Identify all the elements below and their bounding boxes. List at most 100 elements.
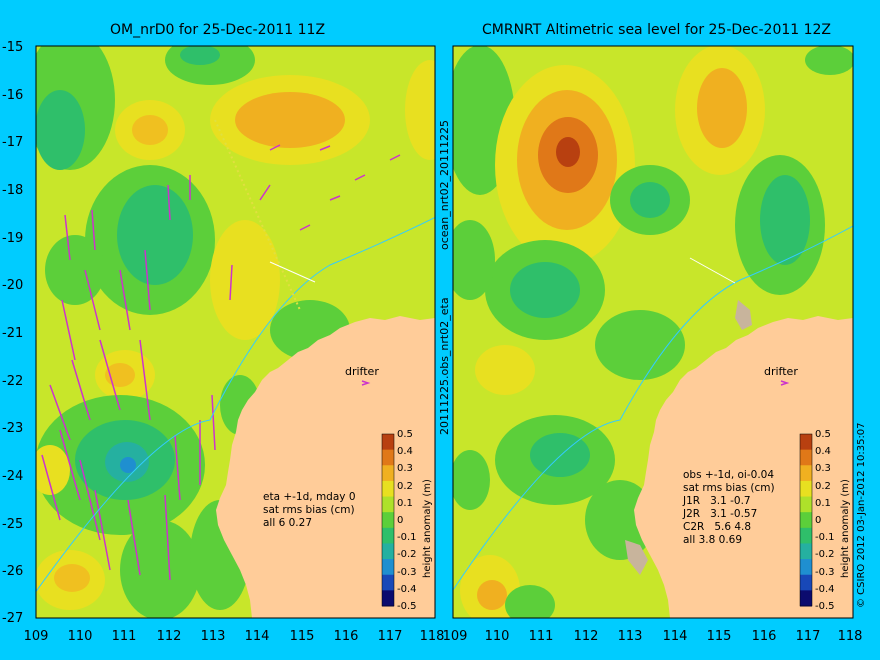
colorbar-swatch [800,434,812,451]
colorbar-swatch [382,527,394,544]
right-map [453,46,853,618]
cb-tick: 0.3 [815,463,831,474]
lon-tick: 110 [485,629,510,644]
left-lat-axis: -15 -16 -17 -18 -19 -20 -21 -22 -23 -24 … [2,40,23,626]
right-colorbar: 0.5 0.4 0.3 0.2 0.1 0 -0.1 -0.2 -0.3 -0.… [799,429,851,612]
right-land [634,316,853,618]
lat-tick: -19 [2,231,23,246]
colorbar-swatch [800,449,812,466]
left-lon-axis: 109 110 111 112 113 114 115 116 117 118 [24,629,445,644]
right-panel-title: CMRNRT Altimetric sea level for 25-Dec-2… [482,22,832,38]
lon-tick: 110 [68,629,93,644]
cb-tick: 0.1 [815,498,831,509]
lon-tick: 113 [201,629,226,644]
right-lon-axis: 109 110 111 112 113 114 115 116 117 118 [443,629,863,644]
colorbar-swatch [800,496,812,513]
lon-tick: 118 [838,629,863,644]
drifter-label-left: drifter [345,365,379,386]
colorbar-swatch [800,543,812,560]
left-map [36,46,435,618]
cb-tick: -0.3 [397,567,417,578]
lat-tick: -22 [2,374,23,389]
colorbar-swatch [382,434,394,451]
right-anomaly-field [453,46,853,618]
cb-tick: 0.4 [815,446,831,457]
svg-text:drifter: drifter [345,365,379,378]
cb-tick: 0.4 [397,446,413,457]
cb-tick: -0.3 [815,567,835,578]
cb-tick: 0 [815,515,821,526]
cb-tick: -0.5 [397,601,417,612]
lon-tick: 115 [290,629,315,644]
left-panel-title: OM_nrD0 for 25-Dec-2011 11Z [110,22,326,38]
cb-tick: -0.1 [397,532,417,543]
lat-tick: -24 [2,469,23,484]
lat-tick: -25 [2,517,23,532]
cb-tick: -0.4 [815,584,835,595]
drifter-label-right: drifter [764,365,798,386]
lat-tick: -16 [2,88,23,103]
lon-tick: 109 [443,629,468,644]
cb-tick: 0.2 [397,481,413,492]
left-colorbar-swatches [382,434,394,607]
lat-tick: -26 [2,564,23,579]
colorbar-swatch [382,512,394,529]
lon-tick: 115 [707,629,732,644]
lon-tick: 112 [574,629,599,644]
colorbar-swatch [800,590,812,607]
credit-label: © CSIRO 2012 03-Jan-2012 10:35:07 [856,422,867,608]
cb-tick: -0.2 [397,549,417,560]
left-anomaly-field [36,46,435,618]
colorbar-swatch [382,449,394,466]
colorbar-swatch [800,527,812,544]
right-colorbar-swatches [800,434,812,607]
left-velocity-arrows [41,144,401,581]
cb-tick: 0.1 [397,498,413,509]
lon-tick: 117 [378,629,403,644]
colorbar-swatch [800,480,812,498]
colorbar-swatch [382,543,394,560]
lon-tick: 114 [245,629,270,644]
colorbar-swatch [800,574,812,591]
colorbar-swatch [382,496,394,513]
cb-tick: -0.2 [815,549,835,560]
model-file-label: ocean_nrt02_20111225 [438,120,451,250]
colorbar-label: height anomaly (m) [422,479,433,578]
colorbar-swatch [382,574,394,591]
colorbar-swatch [800,512,812,529]
left-colorbar: 0.5 0.4 0.3 0.2 0.1 0 -0.1 -0.2 -0.3 -0.… [381,429,433,612]
right-stats: obs +-1d, oi-0.04 sat rms bias (cm) J1R 3.… [683,469,775,546]
cb-tick: 0.5 [815,429,831,440]
lon-tick: 114 [663,629,688,644]
cb-tick: -0.4 [397,584,417,595]
lon-tick: 116 [334,629,359,644]
lon-tick: 117 [796,629,821,644]
cb-tick: -0.5 [815,601,835,612]
lat-tick: -18 [2,183,23,198]
cb-tick: 0.5 [397,429,413,440]
lon-tick: 118 [420,629,445,644]
lon-tick: 109 [24,629,49,644]
colorbar-swatch [382,559,394,576]
cb-tick: 0 [397,515,403,526]
lat-tick: -23 [2,421,23,436]
lon-tick: 116 [752,629,777,644]
obs-file-label: 20111225.obs_nrt02_eta [438,297,451,435]
lon-tick: 112 [157,629,182,644]
lon-tick: 111 [112,629,137,644]
colorbar-swatch [800,465,812,482]
lat-tick: -27 [2,611,23,626]
lat-tick: -17 [2,135,23,150]
svg-text:drifter: drifter [764,365,798,378]
cb-tick: -0.1 [815,532,835,543]
lat-tick: -15 [2,40,23,55]
colorbar-swatch [800,559,812,576]
left-stats: eta +-1d, mday 0 sat rms bias (cm) all 6 0… [263,491,356,529]
left-land [216,316,435,618]
lat-tick: -21 [2,326,23,341]
cb-tick: 0.3 [397,463,413,474]
colorbar-swatch [382,590,394,607]
colorbar-swatch [382,465,394,482]
cb-tick: 0.2 [815,481,831,492]
